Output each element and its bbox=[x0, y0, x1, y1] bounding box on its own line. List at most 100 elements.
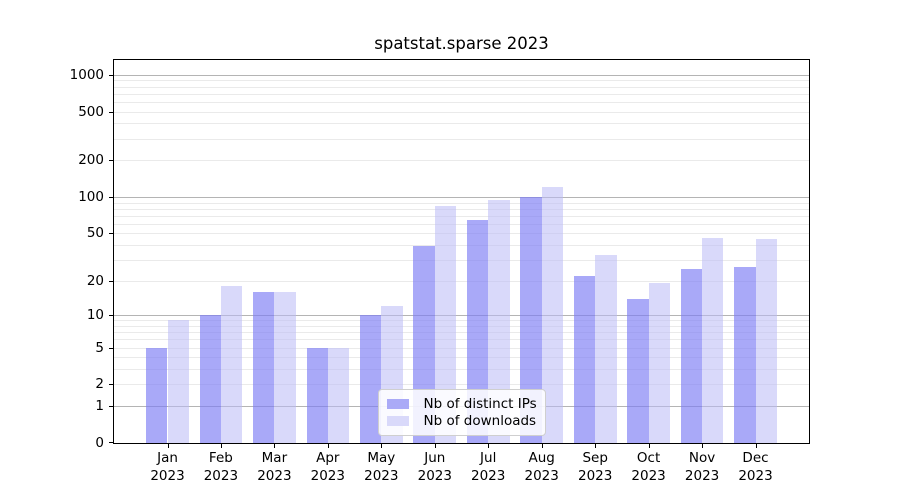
y-tick-mark-1 bbox=[109, 406, 114, 407]
x-tick-mark-nov bbox=[702, 443, 704, 448]
y-tick-mark-5 bbox=[109, 347, 114, 349]
x-tick-month: Jun bbox=[424, 450, 446, 466]
legend-swatch-downloads bbox=[386, 416, 409, 427]
chart-title: spatstat.sparse 2023 bbox=[374, 34, 549, 53]
x-tick-month: Jan bbox=[157, 450, 178, 466]
gridline-major-1000 bbox=[114, 74, 809, 76]
x-tick-mark-feb bbox=[220, 443, 222, 448]
bar-aug-distinct-ips bbox=[520, 196, 542, 443]
legend-label-downloads: Nb of downloads bbox=[423, 413, 537, 430]
x-tick-mark-mar bbox=[274, 443, 276, 448]
bar-jan-distinct-ips bbox=[146, 347, 168, 443]
gridline-minor-90 bbox=[114, 202, 809, 204]
x-tick-label-jan: Jan 2023 bbox=[150, 450, 184, 485]
bar-oct-distinct-ips bbox=[627, 298, 649, 443]
x-tick-year: 2023 bbox=[684, 467, 720, 484]
x-tick-month: Nov bbox=[688, 450, 716, 466]
gridline-minor-40 bbox=[114, 245, 809, 246]
gridline-minor-700 bbox=[114, 93, 809, 95]
legend-item-downloads: Nb of downloads bbox=[386, 413, 537, 431]
bar-jun-downloads bbox=[434, 205, 457, 443]
legend-item-distinct-ips: Nb of distinct IPs bbox=[386, 395, 537, 413]
x-tick-mark-dec bbox=[755, 443, 757, 448]
x-tick-month: Dec bbox=[742, 450, 769, 466]
gridline-minor-9 bbox=[114, 320, 809, 322]
x-tick-year: 2023 bbox=[738, 467, 773, 484]
x-tick-mark-apr bbox=[327, 443, 329, 448]
y-tick-label-1000: 1000 bbox=[69, 66, 104, 83]
bar-sep-downloads bbox=[595, 255, 617, 443]
x-tick-year: 2023 bbox=[310, 467, 345, 484]
gridline-minor-900 bbox=[114, 80, 809, 82]
x-tick-month: Mar bbox=[261, 450, 288, 466]
y-tick-label-500: 500 bbox=[78, 103, 104, 120]
bar-feb-distinct-ips bbox=[199, 315, 221, 443]
x-tick-label-apr: Apr 2023 bbox=[311, 450, 345, 485]
x-tick-label-sep: Sep 2023 bbox=[578, 450, 612, 485]
x-tick-year: 2023 bbox=[578, 467, 613, 484]
gridline-major-10 bbox=[114, 315, 809, 317]
bar-oct-downloads bbox=[648, 283, 670, 443]
gridline-minor-500 bbox=[114, 111, 809, 113]
gridline-minor-300 bbox=[114, 138, 809, 140]
x-tick-month: Apr bbox=[316, 450, 340, 466]
y-tick-mark-200 bbox=[109, 160, 114, 162]
gridline-minor-200 bbox=[114, 160, 809, 162]
x-tick-month: Feb bbox=[208, 450, 233, 466]
gridline-minor-4 bbox=[114, 357, 809, 359]
bar-aug-downloads bbox=[541, 187, 564, 443]
gridline-minor-70 bbox=[114, 215, 809, 217]
x-tick-mark-oct bbox=[648, 443, 650, 448]
x-tick-label-dec: Dec 2023 bbox=[738, 450, 772, 485]
y-tick-mark-10 bbox=[109, 315, 114, 317]
y-tick-mark-20 bbox=[109, 280, 114, 282]
x-tick-label-nov: Nov 2023 bbox=[685, 450, 719, 485]
gridline-minor-3 bbox=[114, 369, 809, 371]
bar-jan-downloads bbox=[167, 320, 189, 443]
x-tick-month: Oct bbox=[636, 450, 661, 466]
x-tick-mark-jan bbox=[167, 443, 169, 448]
y-tick-mark-1000 bbox=[109, 74, 114, 76]
bar-dec-downloads bbox=[755, 238, 777, 443]
x-tick-mark-jul bbox=[488, 443, 490, 448]
bar-mar-distinct-ips bbox=[253, 291, 275, 443]
y-tick-label-50: 50 bbox=[86, 225, 104, 242]
bar-apr-downloads bbox=[327, 347, 350, 443]
gridline-minor-50 bbox=[114, 233, 809, 235]
y-tick-label-5: 5 bbox=[95, 339, 104, 356]
x-tick-year: 2023 bbox=[471, 467, 506, 484]
x-tick-month: Jul bbox=[480, 450, 497, 466]
y-tick-label-0: 0 bbox=[95, 435, 104, 451]
bar-mar-downloads bbox=[274, 291, 296, 443]
y-tick-label-100: 100 bbox=[78, 188, 104, 205]
bar-jul-distinct-ips bbox=[466, 219, 489, 443]
x-tick-label-oct: Oct 2023 bbox=[631, 450, 665, 485]
x-tick-month: May bbox=[367, 450, 396, 466]
x-tick-month: Sep bbox=[582, 450, 608, 466]
y-tick-label-10: 10 bbox=[86, 307, 104, 324]
y-tick-mark-0 bbox=[109, 442, 114, 443]
gridline-minor-30 bbox=[114, 259, 809, 261]
y-tick-label-1: 1 bbox=[95, 398, 104, 414]
x-tick-year: 2023 bbox=[150, 467, 185, 484]
y-tick-mark-100 bbox=[109, 196, 114, 198]
y-tick-mark-500 bbox=[109, 111, 114, 113]
bar-nov-distinct-ips bbox=[680, 269, 703, 443]
gridline-major-100 bbox=[114, 196, 809, 198]
x-tick-label-may: May 2023 bbox=[364, 450, 398, 485]
x-tick-label-mar: Mar 2023 bbox=[257, 450, 291, 485]
legend: Nb of distinct IPs Nb of downloads bbox=[377, 389, 546, 436]
gridline-minor-2 bbox=[114, 384, 809, 386]
x-tick-year: 2023 bbox=[417, 467, 452, 484]
gridline-minor-80 bbox=[114, 208, 809, 210]
x-tick-label-jun: Jun 2023 bbox=[418, 450, 452, 485]
bar-sep-distinct-ips bbox=[573, 275, 596, 443]
x-tick-year: 2023 bbox=[364, 467, 399, 484]
x-tick-year: 2023 bbox=[524, 467, 559, 484]
y-tick-mark-50 bbox=[109, 233, 114, 235]
gridline-minor-5 bbox=[114, 347, 809, 349]
y-tick-label-200: 200 bbox=[78, 152, 104, 169]
legend-swatch-distinct-ips bbox=[386, 398, 409, 409]
x-tick-mark-jun bbox=[434, 443, 436, 448]
